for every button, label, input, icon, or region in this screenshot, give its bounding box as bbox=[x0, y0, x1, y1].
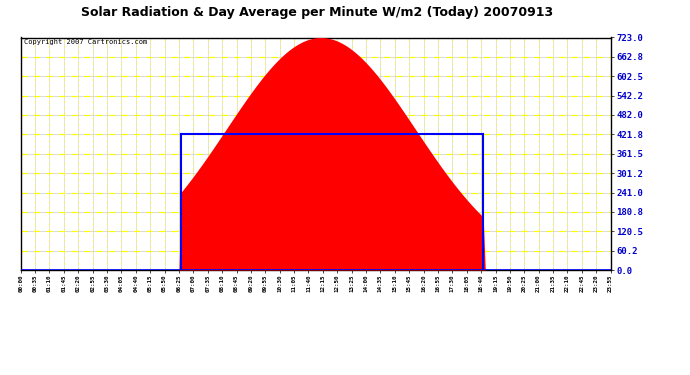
Text: Solar Radiation & Day Average per Minute W/m2 (Today) 20070913: Solar Radiation & Day Average per Minute… bbox=[81, 6, 553, 19]
Text: Copyright 2007 Cartronics.com: Copyright 2007 Cartronics.com bbox=[23, 39, 147, 45]
